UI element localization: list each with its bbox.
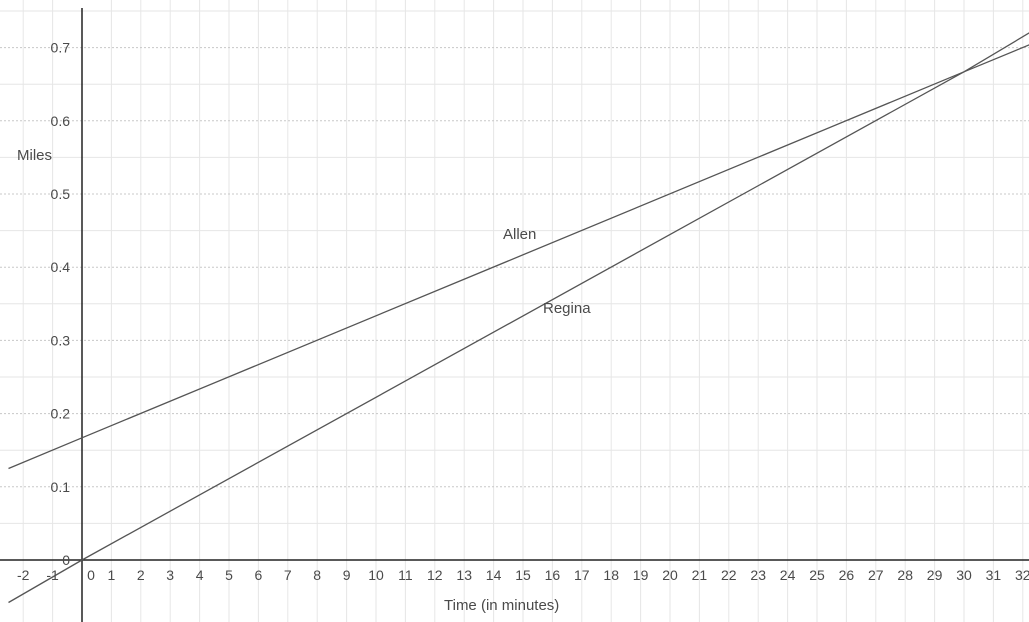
- x-tick-label-16: 16: [545, 567, 561, 583]
- x-tick-label-22: 22: [721, 567, 737, 583]
- x-tick-label-19: 19: [633, 567, 649, 583]
- allen-label: Allen: [503, 226, 536, 243]
- x-tick-label-14: 14: [486, 567, 502, 583]
- y-tick-label-0.3: 0.3: [51, 332, 71, 348]
- x-tick-label-18: 18: [603, 567, 619, 583]
- x-tick-label-31: 31: [986, 567, 1002, 583]
- x-tick-label-10: 10: [368, 567, 384, 583]
- x-tick-label-23: 23: [750, 567, 766, 583]
- x-tick-label--2: -2: [17, 567, 30, 583]
- x-tick-label-6: 6: [255, 567, 263, 583]
- x-tick-label-26: 26: [839, 567, 855, 583]
- x-tick-label-20: 20: [662, 567, 678, 583]
- x-tick-label-7: 7: [284, 567, 292, 583]
- y-tick-label-0.1: 0.1: [51, 479, 71, 495]
- x-tick-label-27: 27: [868, 567, 884, 583]
- x-tick-label-1: 1: [108, 567, 116, 583]
- x-tick-label--1: -1: [46, 567, 59, 583]
- x-tick-label-5: 5: [225, 567, 233, 583]
- x-tick-label-9: 9: [343, 567, 351, 583]
- regina-label: Regina: [543, 300, 591, 317]
- x-tick-label-21: 21: [692, 567, 708, 583]
- y-axis-label: Miles: [17, 147, 52, 164]
- x-tick-label-3: 3: [166, 567, 174, 583]
- x-tick-label-25: 25: [809, 567, 825, 583]
- axes: [0, 8, 1029, 622]
- x-tick-label-11: 11: [398, 567, 413, 583]
- x-tick-label-30: 30: [956, 567, 972, 583]
- x-tick-label-15: 15: [515, 567, 531, 583]
- y-tick-label-0.6: 0.6: [51, 113, 71, 129]
- x-tick-label-12: 12: [427, 567, 443, 583]
- x-tick-label-17: 17: [574, 567, 590, 583]
- x-tick-label-0: 0: [87, 567, 95, 583]
- x-tick-label-2: 2: [137, 567, 145, 583]
- y-tick-label-0.7: 0.7: [51, 40, 71, 56]
- y-tick-label-0.2: 0.2: [51, 406, 71, 422]
- x-tick-label-32: 32: [1015, 567, 1029, 583]
- x-axis-label: Time (in minutes): [444, 597, 559, 614]
- x-tick-label-24: 24: [780, 567, 796, 583]
- y-tick-label-0.4: 0.4: [51, 259, 71, 275]
- x-tick-label-8: 8: [313, 567, 321, 583]
- y-tick-label-0: 0: [62, 552, 70, 568]
- x-tick-label-13: 13: [456, 567, 472, 583]
- x-tick-label-4: 4: [196, 567, 204, 583]
- x-tick-label-29: 29: [927, 567, 943, 583]
- y-tick-label-0.5: 0.5: [51, 186, 71, 202]
- x-tick-label-28: 28: [897, 567, 913, 583]
